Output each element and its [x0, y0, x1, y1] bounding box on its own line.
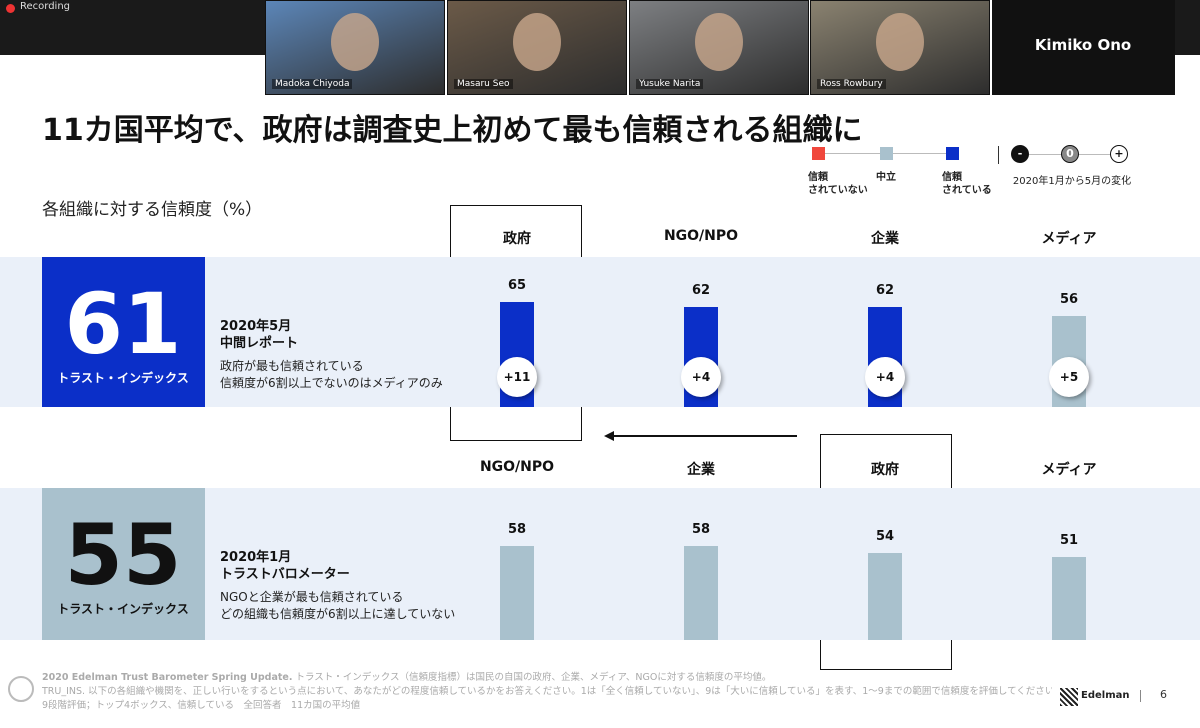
brand: Edelman [1081, 690, 1130, 701]
footer-line: 9段階評価；トップ4ボックス、信頼している 全回答者 11カ国の平均値 [42, 700, 361, 711]
top-bar-right [1175, 0, 1200, 55]
participant-head [695, 13, 743, 71]
bar [868, 552, 902, 640]
panel-date: 2020年1月 [220, 550, 292, 565]
speaker-tile [992, 0, 1175, 95]
index-value: 61 [64, 275, 182, 373]
legend-swatch [812, 147, 825, 160]
panel-note: どの組織も信頼度が6割以上に達していない [220, 607, 456, 621]
video-tile: Ross Rowbury [810, 0, 990, 95]
page-number: 6 [1160, 688, 1167, 701]
legend-divider [998, 146, 999, 164]
subtitle: 各組織に対する信頼度（%） [42, 200, 263, 220]
change-badge: +11 [497, 357, 537, 397]
change-badge: +4 [865, 357, 905, 397]
panel-note: 信頼度が6割以上でないのはメディアのみ [220, 376, 443, 390]
column-header: メディア [1041, 231, 1097, 247]
video-tile: Madoka Chiyoda [265, 0, 445, 95]
change-badge: +4 [681, 357, 721, 397]
panel-date: 2020年5月 [220, 319, 292, 334]
bar [500, 546, 534, 640]
footer-icon [8, 676, 34, 702]
brand-logo [1060, 688, 1078, 706]
bar-value: 56 [1059, 292, 1079, 308]
panel-note: NGOと企業が最も信頼されている [220, 590, 404, 604]
bar-value: 62 [691, 282, 711, 298]
participant-name: Masaru Seo [454, 79, 513, 89]
legend-label: 信頼 [942, 172, 962, 183]
bar-value: 54 [875, 528, 895, 544]
recording-dot [6, 4, 15, 13]
video-tile: Yusuke Narita [629, 0, 809, 95]
change-badge: +5 [1049, 357, 1089, 397]
legend-label: 中立 [876, 172, 896, 183]
slide-title: 11カ国平均で、政府は調査史上初めて最も信頼される組織に [42, 113, 863, 148]
footer-line: TRU_INS. 以下の各組織や機関を、正しい行いをするという点において、あなた… [42, 686, 1052, 697]
column-header: NGO/NPO [479, 459, 555, 475]
change-label: 2020年1月から5月の変化 [1012, 176, 1132, 187]
bar-value: 58 [507, 522, 527, 538]
column-header: 政府 [503, 231, 531, 247]
panel-report: 中間レポート [220, 336, 299, 351]
column-header: メディア [1041, 462, 1097, 478]
bar-value: 65 [507, 277, 527, 293]
index-box: 55 トラスト・インデックス [42, 488, 205, 640]
participant-head [513, 13, 561, 71]
change-mark: 0 [1061, 145, 1079, 163]
participant-name: Ross Rowbury [817, 79, 886, 89]
top-bar [0, 0, 265, 55]
page-sep [1140, 690, 1141, 702]
legend-swatch [946, 147, 959, 160]
speaker-name: Kimiko Ono [1034, 36, 1132, 54]
column-header: NGO/NPO [663, 228, 739, 244]
change-mark: + [1110, 145, 1128, 163]
participant-head [876, 13, 924, 71]
bar-value: 51 [1059, 533, 1079, 549]
footer-line: 2020 Edelman Trust Barometer Spring Upda… [42, 669, 771, 683]
bar-value: 62 [875, 282, 895, 298]
column-header: 企業 [687, 462, 715, 478]
legend-swatch [880, 147, 893, 160]
video-tile: Masaru Seo [447, 0, 627, 95]
panel-note: 政府が最も信頼されている [220, 359, 364, 373]
index-label: トラスト・インデックス [57, 602, 189, 616]
index-label: トラスト・インデックス [57, 371, 189, 385]
participant-name: Yusuke Narita [636, 79, 704, 89]
panel-report: トラストバロメーター [220, 567, 350, 582]
footer-text: トラスト・インデックス（信頼度指標）は国民の自国の政府、企業、メディア、NGOに… [292, 672, 772, 683]
change-mark: - [1011, 145, 1029, 163]
bar [684, 546, 718, 640]
bar-value: 58 [691, 522, 711, 538]
participant-head [331, 13, 379, 71]
legend-label: されている [942, 185, 992, 196]
bar [1052, 557, 1086, 640]
index-value: 55 [64, 506, 182, 604]
footer-lead: 2020 Edelman Trust Barometer Spring Upda… [42, 672, 293, 683]
arrow [604, 431, 797, 441]
column-header: 政府 [871, 462, 899, 478]
column-header: 企業 [871, 231, 899, 247]
index-box: 61 トラスト・インデックス [42, 257, 205, 407]
legend-label: されていない [808, 185, 868, 196]
recording-label: Recording [20, 1, 71, 12]
participant-name: Madoka Chiyoda [272, 79, 353, 89]
legend-label: 信頼 [808, 172, 828, 183]
